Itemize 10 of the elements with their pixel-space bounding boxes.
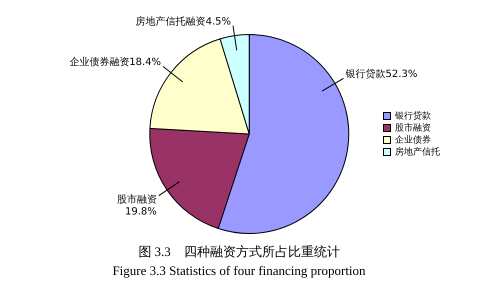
legend-label: 企业债券 [395,134,431,146]
data-label: 企业债券融资18.4% [69,56,162,68]
legend-label: 银行贷款 [394,110,431,122]
legend-label: 房地产信托 [395,146,440,158]
data-label: 银行贷款52.3% [344,68,418,80]
legend-label: 股市融资 [395,122,431,134]
data-label: 股市融资 19.8% [116,193,157,218]
caption: 图 3.3 四种融资方式所占比重统计 [137,243,341,261]
caption: Figure 3.3 Statistics of four financing proportion [111,262,367,280]
data-label: 房地产信托融资4.5% [136,15,232,28]
